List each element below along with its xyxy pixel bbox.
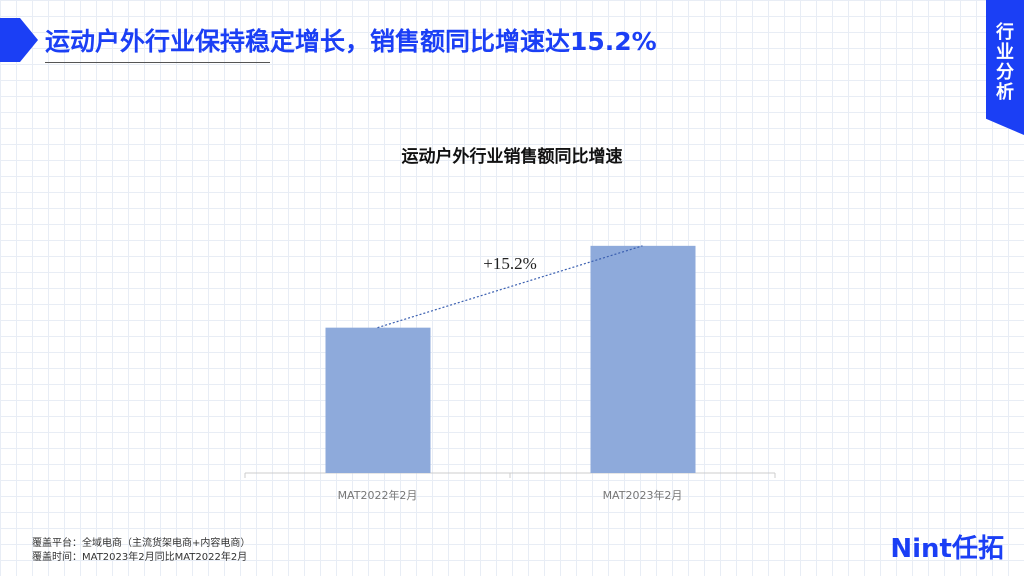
growth-annotation: +15.2% (483, 254, 537, 273)
logo: Nint任拓 (890, 534, 1004, 564)
x-tick-label: MAT2023年2月 (603, 488, 683, 502)
footnotes: 覆盖平台：全域电商（主流货架电商+内容电商） 覆盖时间：MAT2023年2月同比… (32, 537, 250, 565)
bar (325, 327, 431, 473)
bar (590, 245, 696, 473)
chart-title: 运动户外行业销售额同比增速 (402, 146, 623, 167)
title-marker (0, 18, 38, 62)
x-tick-label: MAT2022年2月 (338, 488, 418, 502)
title-rule (45, 62, 270, 63)
side-tab-text: 行业分析 (993, 22, 1014, 102)
side-tab (986, 0, 1024, 135)
footnote: 覆盖时间：MAT2023年2月同比MAT2022年2月 (32, 552, 248, 563)
slide-title: 运动户外行业保持稳定增长，销售额同比增速达15.2% (45, 27, 657, 56)
footnote: 覆盖平台：全域电商（主流货架电商+内容电商） (32, 538, 251, 549)
